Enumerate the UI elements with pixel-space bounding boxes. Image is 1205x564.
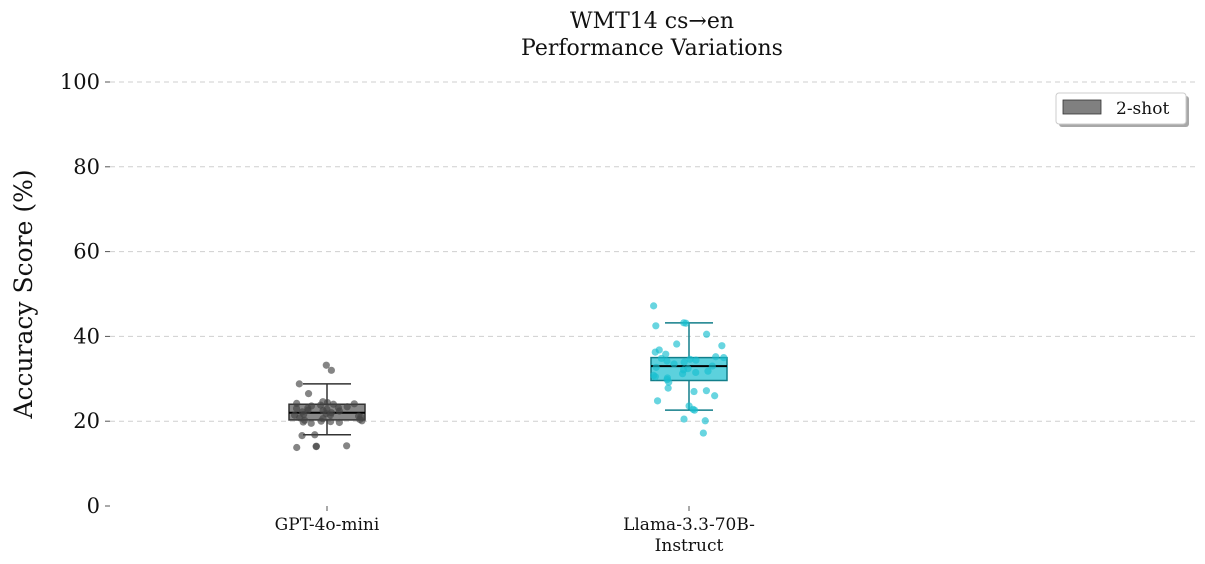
data-point xyxy=(293,443,301,452)
data-point xyxy=(323,398,332,407)
data-point xyxy=(335,407,343,415)
data-point xyxy=(682,319,690,327)
data-point xyxy=(293,399,301,407)
y-tick-label: 0 xyxy=(87,494,100,518)
data-point xyxy=(350,400,358,408)
data-point xyxy=(311,431,319,439)
boxes xyxy=(288,322,728,436)
data-point xyxy=(670,360,678,368)
data-point xyxy=(664,384,672,392)
data-point xyxy=(703,330,711,338)
legend-swatch xyxy=(1062,99,1102,115)
data-point xyxy=(651,348,659,356)
data-point xyxy=(292,404,301,413)
data-point xyxy=(358,417,366,425)
y-tick-label: 100 xyxy=(60,70,100,94)
data-point xyxy=(678,370,687,378)
data-point xyxy=(708,362,716,370)
data-point xyxy=(343,442,351,450)
data-point xyxy=(690,406,699,414)
data-point xyxy=(663,357,671,365)
y-tick-label: 80 xyxy=(73,155,100,179)
data-point xyxy=(295,380,303,388)
y-axis-label: Accuracy Score (%) xyxy=(9,169,38,419)
data-point xyxy=(326,411,334,419)
axes: 0 20 40 60 80 100 GPT-4o-mini Llama-3.3-70B-Ins… xyxy=(60,70,755,556)
y-tick-label: 60 xyxy=(73,240,100,264)
legend: 2-shot xyxy=(1055,92,1189,127)
data-point xyxy=(701,417,709,425)
data-point xyxy=(680,415,688,423)
data-points xyxy=(291,302,728,452)
data-point xyxy=(692,356,700,364)
data-point xyxy=(690,387,698,396)
data-point xyxy=(720,354,728,362)
data-point xyxy=(657,354,666,363)
data-point xyxy=(304,390,313,398)
data-point xyxy=(307,419,315,427)
data-point xyxy=(312,443,320,451)
data-point xyxy=(316,401,325,409)
y-tick-label: 40 xyxy=(73,324,100,348)
data-point xyxy=(319,407,327,415)
data-point xyxy=(702,387,711,395)
x-tick-label: Instruct xyxy=(655,536,724,556)
data-point xyxy=(711,392,719,400)
data-point xyxy=(653,397,662,405)
chart-title-line-1: WMT14 cs→en xyxy=(570,9,734,34)
data-point xyxy=(299,418,307,426)
data-point xyxy=(327,366,335,374)
data-point xyxy=(322,361,330,369)
data-point xyxy=(686,355,694,363)
data-point xyxy=(704,367,712,375)
x-tick-label: GPT-4o-mini xyxy=(275,515,380,535)
data-point xyxy=(298,432,306,440)
y-tick-label: 20 xyxy=(73,409,100,433)
data-point xyxy=(652,363,660,371)
data-point xyxy=(712,353,720,361)
x-tick-label: Llama-3.3-70B- xyxy=(623,515,755,535)
data-point xyxy=(699,429,707,437)
data-point xyxy=(304,404,312,412)
data-point xyxy=(680,358,688,366)
data-point xyxy=(343,403,351,411)
data-point xyxy=(650,302,658,310)
legend-label: 2-shot xyxy=(1116,99,1169,119)
data-point xyxy=(692,368,700,377)
data-point xyxy=(335,418,343,427)
data-point xyxy=(652,322,660,330)
data-point xyxy=(665,378,673,386)
data-point xyxy=(327,418,335,426)
chart-title-line-2: Performance Variations xyxy=(521,36,783,61)
data-point xyxy=(651,373,659,381)
data-point xyxy=(718,342,726,350)
data-point xyxy=(317,417,325,425)
grid-lines xyxy=(110,81,1197,422)
data-point xyxy=(673,340,681,348)
